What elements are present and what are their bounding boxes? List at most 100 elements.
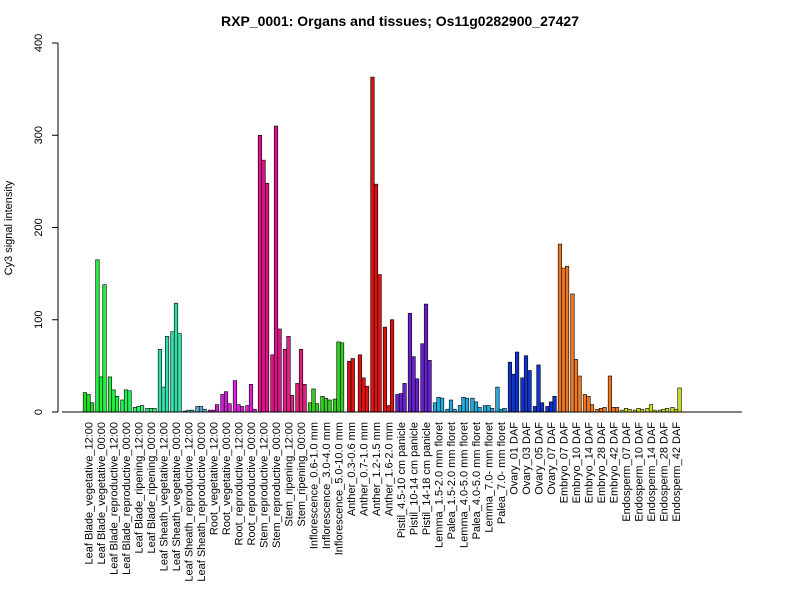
- bar: [82, 392, 88, 413]
- y-tick-label: 200: [33, 218, 45, 236]
- x-tick-label: Anther_0.3-0.6 mm: [346, 422, 358, 516]
- chart-title: RXP_0001: Organs and tissues; Os11g02829…: [221, 13, 579, 29]
- y-tick-label: 0: [33, 409, 45, 415]
- bar: [589, 404, 595, 413]
- x-tick-label: Ovary_01 DAF: [509, 422, 521, 495]
- bar: [114, 396, 120, 413]
- bar: [223, 391, 229, 413]
- bar: [289, 395, 295, 413]
- x-tick-label: Leaf Sheath_reproductive_12:00: [184, 422, 196, 582]
- bar: [123, 389, 129, 413]
- x-tick-label: Pistil_4.5-10 cm panicle: [396, 422, 408, 538]
- bar: [245, 405, 250, 413]
- bar: [477, 407, 482, 413]
- x-tick-label: Embryo_28 DAF: [596, 422, 608, 504]
- x-tick-label: Palea_1.5-2.0 mm floret: [446, 422, 458, 539]
- bar: [323, 397, 329, 413]
- x-tick-label: Pistil_10-14 cm panicle: [409, 422, 421, 535]
- bar: [461, 396, 466, 413]
- bar: [170, 331, 175, 413]
- bar: [145, 408, 150, 413]
- bar: [502, 408, 507, 413]
- x-tick-label: Pistil_14-18 cm panicle: [421, 422, 433, 535]
- bar: [582, 394, 588, 413]
- bar: [298, 348, 304, 413]
- bar: [232, 380, 238, 413]
- x-tick-label: Stem_reproductive_12:00: [259, 422, 271, 548]
- y-axis-label: Cy3 signal intensity: [3, 180, 15, 275]
- x-tick-label: Inflorescence_3.0-4.0 mm: [321, 422, 333, 549]
- bar: [464, 397, 470, 413]
- bar: [295, 383, 300, 413]
- x-tick-label: Ovary_07 DAF: [546, 422, 558, 495]
- bar: [98, 376, 104, 413]
- x-tick-label: Embryo_14 DAF: [584, 422, 596, 504]
- bar: [157, 348, 163, 413]
- bar: [586, 396, 591, 413]
- bar: [414, 378, 420, 413]
- x-tick-label: Root_vegetative_00:00: [221, 422, 233, 535]
- bar: [139, 405, 145, 413]
- x-tick-label: Ovary_03 DAF: [521, 422, 533, 495]
- bar: [473, 401, 479, 413]
- bar: [398, 393, 404, 413]
- bar: [523, 355, 529, 413]
- y-axis: 0 100 200 300 400: [33, 34, 59, 415]
- bar: [448, 399, 454, 413]
- x-tick-label: Inflorescence_5.0-10.0 mm: [334, 422, 346, 555]
- bar: [273, 125, 279, 413]
- bar: [95, 259, 100, 413]
- bar: [648, 404, 654, 413]
- bar: [370, 76, 375, 413]
- bar: [148, 408, 154, 413]
- bar: [152, 408, 157, 413]
- x-tick-label: Stem_reproductive_00:00: [271, 422, 283, 548]
- bar: [127, 390, 132, 413]
- x-tick-label: Leaf Sheath_vegetative_00:00: [171, 422, 183, 571]
- bar: [573, 359, 579, 413]
- bar: [557, 243, 563, 413]
- bar: [214, 404, 220, 413]
- bar: [427, 360, 432, 413]
- bar: [220, 394, 225, 413]
- x-tick-label: Root_reproductive_00:00: [246, 422, 258, 546]
- bar: [389, 319, 395, 413]
- x-tick-label: Embryo_07 DAF: [559, 422, 571, 504]
- bar: [436, 396, 441, 413]
- bar: [495, 386, 500, 413]
- bar: [373, 183, 379, 413]
- x-tick-label: Leaf Blade_vegetative_12:00: [84, 422, 96, 565]
- x-tick-label: Root_vegetative_12:00: [209, 422, 221, 535]
- bar: [598, 408, 604, 413]
- bar: [507, 361, 513, 413]
- bar: [336, 341, 341, 413]
- bar: [664, 408, 670, 413]
- bar: [411, 356, 416, 413]
- bar: [407, 312, 413, 413]
- bar: [514, 351, 520, 413]
- bar: [111, 389, 116, 413]
- x-tick-label: Anther_1.6-2.0 mm: [384, 422, 396, 516]
- bar: [361, 377, 366, 413]
- bar: [327, 399, 332, 413]
- bar: [677, 387, 682, 413]
- x-tick-label: Leaf Sheath_reproductive_00:00: [196, 422, 208, 582]
- bar: [248, 384, 254, 413]
- x-tick-label: Lemma_7.0- mm floret: [484, 422, 496, 533]
- bar: [282, 348, 288, 413]
- x-tick-label: Stem_ripening_12:00: [284, 422, 296, 527]
- x-tick-label: Palea_7.0- mm floret: [496, 422, 508, 524]
- bar: [120, 399, 125, 413]
- bars-group: [82, 76, 682, 413]
- bar: [264, 182, 270, 413]
- y-tick-label: 300: [33, 126, 45, 144]
- bar: [311, 388, 316, 413]
- bar: [89, 402, 95, 413]
- x-tick-label: Endosperm_10 DAF: [634, 422, 646, 522]
- bar: [623, 408, 629, 413]
- bar: [611, 407, 616, 413]
- x-tick-label: Leaf Blade_ripening_00:00: [146, 422, 158, 554]
- bar: [314, 403, 320, 413]
- bar: [339, 342, 345, 413]
